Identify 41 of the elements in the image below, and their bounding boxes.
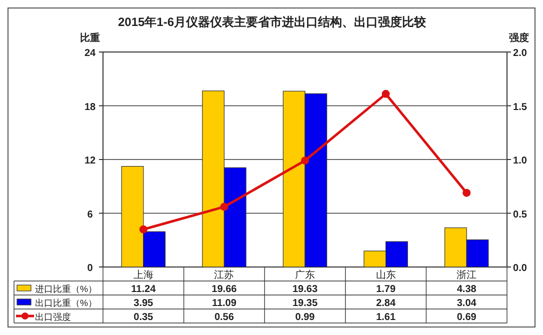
- y2-tick-label: 2.0: [513, 48, 528, 59]
- data-label: 4.38: [456, 284, 477, 295]
- y-tick-label: 6: [87, 209, 94, 220]
- legend-label: 进口比重（%）: [35, 284, 98, 294]
- data-label: 19.63: [292, 284, 318, 295]
- point: [139, 225, 148, 234]
- data-label: 1.61: [376, 312, 396, 323]
- x-tick-label: 上海: [133, 269, 154, 281]
- legend-label: 出口强度: [35, 312, 71, 322]
- y-tick-label: 0: [87, 263, 94, 274]
- point: [382, 90, 390, 98]
- point: [462, 188, 471, 197]
- y-tick-label: 18: [84, 102, 96, 113]
- x-tick-label: 山东: [376, 269, 396, 281]
- y2-axis-title: 强度: [509, 32, 529, 44]
- point: [301, 156, 309, 165]
- data-label: 19.66: [212, 284, 238, 295]
- y2-tick-label: 0.5: [513, 209, 528, 220]
- y-tick-label: 24: [84, 48, 96, 59]
- data-label: 3.95: [134, 298, 154, 309]
- data-label: 1.79: [376, 284, 396, 295]
- data-label: 2.84: [376, 298, 396, 309]
- y2-tick-label: 1.0: [513, 156, 528, 166]
- data-label: 11.24: [131, 284, 156, 295]
- point: [220, 202, 228, 211]
- y2-tick-label: 1.5: [513, 102, 528, 113]
- x-tick-label: 浙江: [456, 269, 477, 281]
- y-axis-title: 比重: [80, 32, 100, 44]
- chart-title: 2015年1-6月仪器仪表主要省市进出口结构、出口强度比较: [118, 15, 428, 29]
- data-label: 0.69: [456, 312, 477, 323]
- x-tick-label: 江苏: [214, 269, 234, 281]
- data-label: 0.35: [134, 312, 154, 323]
- data-label: 0.99: [295, 312, 316, 323]
- y2-tick-label: 0.0: [513, 263, 528, 274]
- x-tick-label: 广东: [295, 269, 315, 281]
- y-tick-label: 12: [84, 156, 96, 166]
- data-label: 11.09: [212, 298, 237, 309]
- data-label: 0.56: [214, 312, 234, 323]
- data-label: 19.35: [292, 298, 318, 309]
- data-label: 3.04: [456, 298, 477, 309]
- legend-label: 出口比重（%）: [35, 298, 98, 308]
